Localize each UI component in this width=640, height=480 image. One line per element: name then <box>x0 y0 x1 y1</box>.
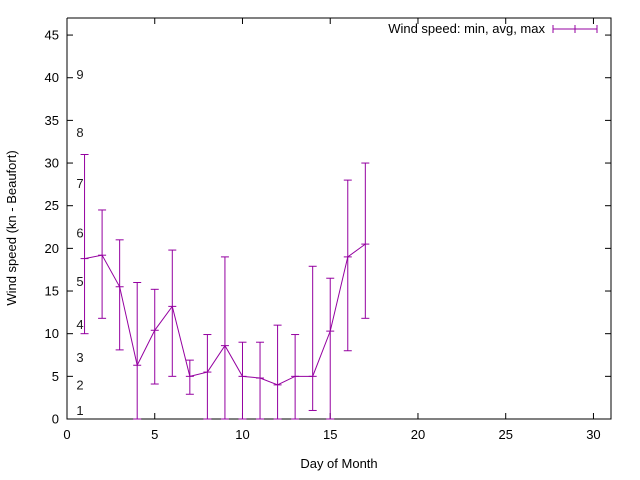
average-wind-speed-line <box>84 243 366 386</box>
y-tick-label: 35 <box>45 113 59 128</box>
error-bar <box>150 288 159 385</box>
beaufort-force-label: 1 <box>76 403 83 418</box>
x-tick-label: 5 <box>151 427 158 442</box>
legend-errorbar-icon <box>552 25 598 33</box>
beaufort-force-label: 3 <box>76 350 83 365</box>
x-tick-label: 10 <box>235 427 249 442</box>
y-tick-label: 45 <box>45 28 59 43</box>
beaufort-scale-labels: 1 2 3 4 5 6 7 8 9 <box>76 67 83 418</box>
beaufort-force-label: 4 <box>76 317 83 332</box>
beaufort-force-label: 2 <box>76 377 83 392</box>
y-axis-title: Wind speed (kn - Beaufort) <box>4 150 19 305</box>
error-bar <box>203 334 212 420</box>
error-bar <box>326 277 335 420</box>
y-tick-label: 40 <box>45 70 59 85</box>
error-bar <box>80 154 89 335</box>
x-tick-label: 20 <box>411 427 425 442</box>
x-tick-label: 0 <box>63 427 70 442</box>
error-bar <box>361 162 370 319</box>
y-tick-label: 20 <box>45 241 59 256</box>
beaufort-force-label: 5 <box>76 274 83 289</box>
y-tick-label: 10 <box>45 326 59 341</box>
beaufort-force-label: 7 <box>76 176 83 191</box>
error-bar <box>220 256 229 420</box>
y-tick-label: 5 <box>52 369 59 384</box>
beaufort-force-label: 9 <box>76 67 83 82</box>
x-tick-label: 15 <box>323 427 337 442</box>
x-tick-label: 30 <box>586 427 600 442</box>
y-tick-label: 15 <box>45 284 59 299</box>
y-tick-label: 30 <box>45 156 59 171</box>
beaufort-force-label: 8 <box>76 125 83 140</box>
x-tick-label: 25 <box>498 427 512 442</box>
legend: Wind speed: min, avg, max <box>388 21 598 36</box>
x-axis-ticks: 0 5 10 15 20 25 30 <box>63 18 601 442</box>
error-bar <box>343 179 352 352</box>
error-bar <box>185 359 194 395</box>
legend-label: Wind speed: min, avg, max <box>388 21 545 36</box>
beaufort-force-label: 6 <box>76 226 83 241</box>
error-bar <box>168 249 177 377</box>
y-tick-label: 0 <box>52 412 59 427</box>
x-axis-title: Day of Month <box>300 456 377 471</box>
y-tick-label: 25 <box>45 198 59 213</box>
